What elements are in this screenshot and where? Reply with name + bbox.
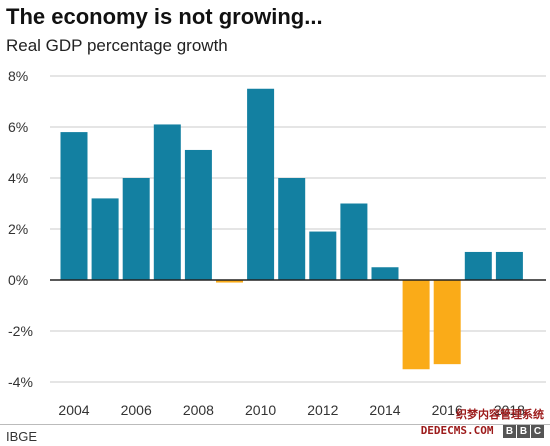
y-tick-label: 0% — [8, 272, 28, 288]
source-label: IBGE — [6, 429, 38, 444]
bar-2015 — [402, 280, 430, 370]
x-tick-label: 2016 — [432, 402, 463, 418]
chart-title: The economy is not growing... — [6, 4, 323, 29]
bar-2006 — [122, 178, 150, 280]
x-tick-label: 2004 — [58, 402, 89, 418]
x-tick-label: 2006 — [121, 402, 152, 418]
bar-2017 — [464, 251, 492, 280]
y-tick-label: -4% — [8, 374, 33, 390]
bar-2012 — [309, 231, 337, 280]
bar-2010 — [247, 88, 275, 280]
bar-2013 — [340, 203, 368, 280]
bbc-logo-letter: B — [503, 425, 516, 439]
y-tick-label: -2% — [8, 323, 33, 339]
bbc-logo-letter: B — [517, 425, 530, 439]
bar-2014 — [371, 267, 399, 280]
bar-2004 — [60, 132, 88, 280]
y-tick-label: 8% — [8, 68, 28, 84]
x-tick-label: 2008 — [183, 402, 214, 418]
y-tick-label: 2% — [8, 221, 28, 237]
watermark-domain: DEDECMS.COM — [420, 424, 494, 438]
footer-divider — [0, 424, 550, 425]
bar-2007 — [153, 124, 181, 280]
bbc-logo-letter: C — [531, 425, 544, 439]
y-tick-label: 6% — [8, 119, 28, 135]
bar-2009 — [216, 280, 243, 283]
x-tick-label: 2014 — [369, 402, 400, 418]
watermark-cn-text: 织梦内容管理系统 — [456, 409, 544, 421]
y-tick-label: 4% — [8, 170, 28, 186]
bar-2018 — [495, 251, 523, 280]
x-tick-label: 2010 — [245, 402, 276, 418]
bar-2005 — [91, 198, 119, 280]
x-tick-label: 2018 — [494, 402, 525, 418]
x-tick-label: 2012 — [307, 402, 338, 418]
bar-2016 — [433, 280, 461, 365]
bar-2008 — [184, 149, 212, 280]
bar-chart: 8% 6% 4% 2% 0% -2% -4% 2004 2006 2008 2010 2012 2014… — [8, 68, 546, 418]
bar-2011 — [278, 178, 306, 280]
chart-subtitle: Real GDP percentage growth — [6, 36, 228, 55]
